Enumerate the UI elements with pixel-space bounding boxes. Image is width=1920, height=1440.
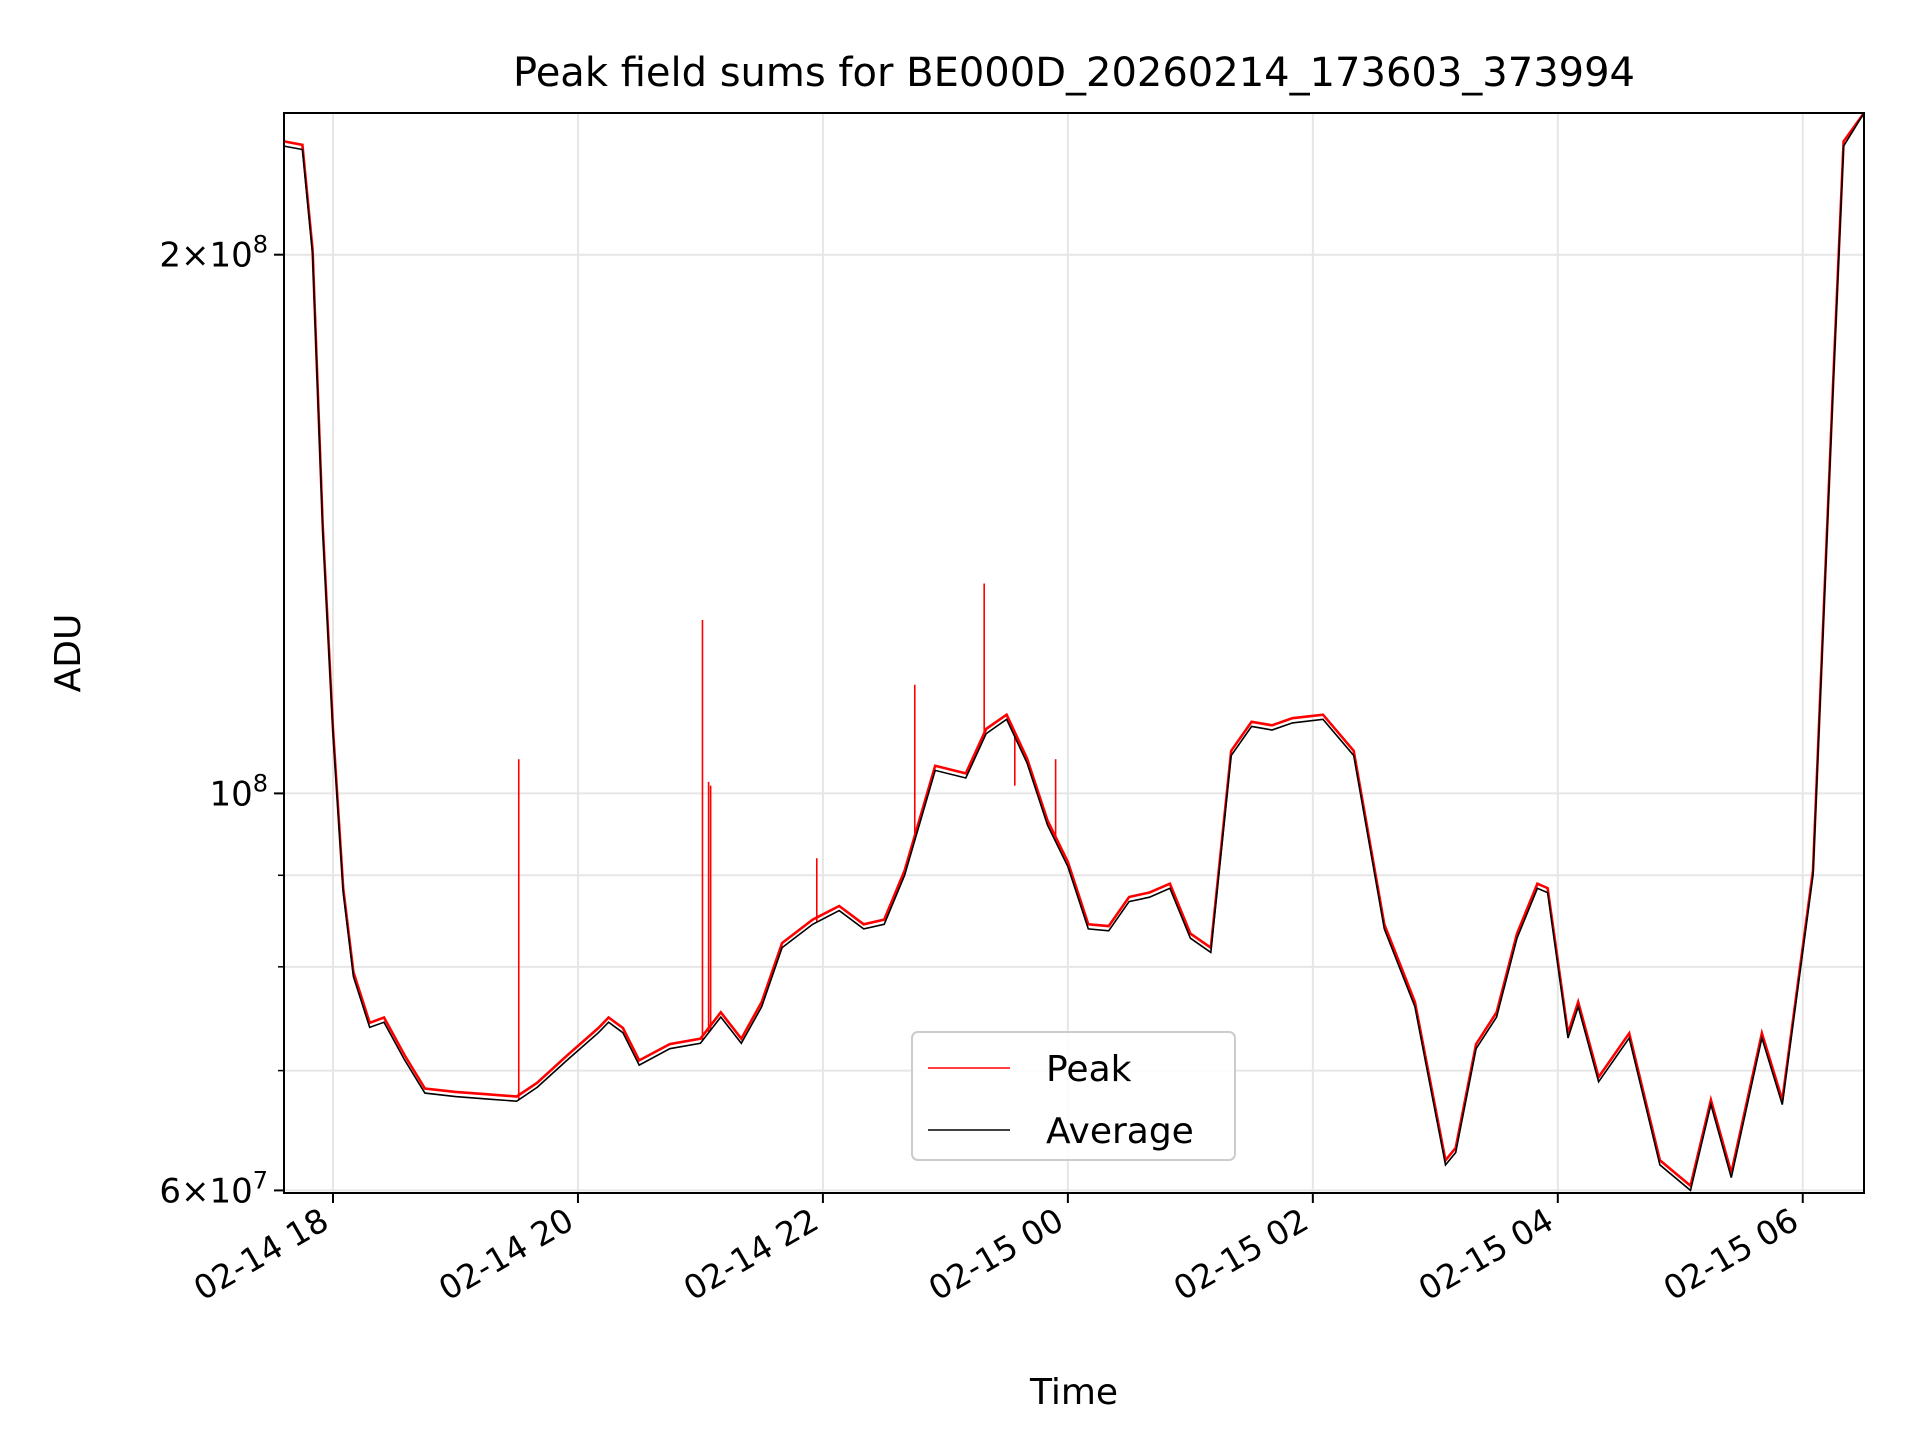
legend: Peak Average [911,1031,1236,1161]
y-tick-exponent: 8 [253,769,268,797]
legend-label-average: Average [1046,1111,1194,1152]
series-line-peak [283,112,1866,1189]
series-layer [283,112,1866,1192]
grid [284,113,1864,1193]
legend-box [911,1031,1236,1161]
y-tick-exponent: 7 [253,1166,268,1194]
legend-label-peak: Peak [1046,1049,1132,1090]
y-tick-label: 6×107 [159,1166,268,1211]
y-tick-base: 10 [209,774,252,814]
x-axis-label: Time [1029,1372,1118,1413]
series-line-average [283,112,1865,1192]
plot-frame [283,112,1865,1194]
y-tick-base: 2×10 [159,236,252,276]
y-tick-label: 108 [209,769,268,814]
y-tick-label: 2×108 [159,231,268,276]
chart-title: Peak field sums for BE000D_20260214_1736… [513,50,1635,96]
y-tick-exponent: 8 [253,231,268,259]
y-axis-label: ADU [48,614,89,693]
y-tick-base: 6×10 [159,1171,252,1211]
